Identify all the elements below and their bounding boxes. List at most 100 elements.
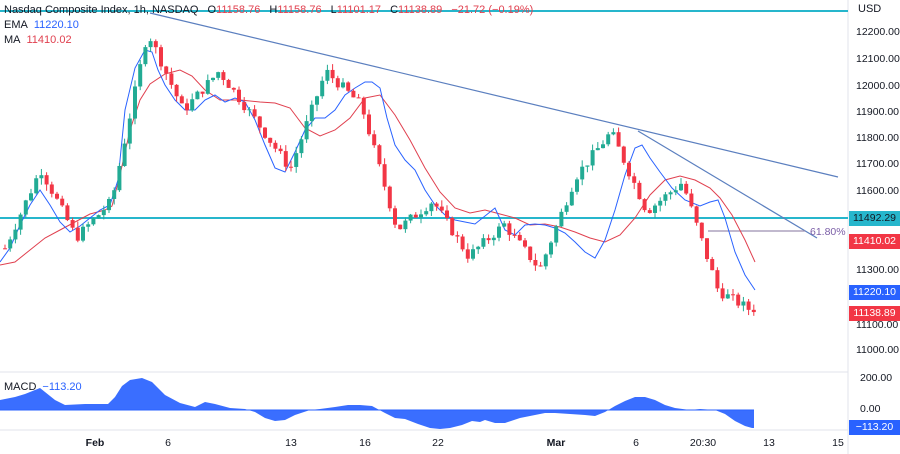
candle-up[interactable] bbox=[575, 179, 579, 192]
candle-down[interactable] bbox=[221, 72, 226, 80]
symbol-legend-row[interactable]: Nasdaq Composite Index, 1h, NASDAQ O1115… bbox=[4, 3, 533, 18]
candle-down[interactable] bbox=[55, 193, 59, 199]
candle-up[interactable] bbox=[653, 205, 657, 213]
candle-down[interactable] bbox=[361, 97, 366, 115]
candle-up[interactable] bbox=[127, 118, 132, 144]
candle-down[interactable] bbox=[226, 79, 231, 88]
candle-down[interactable] bbox=[393, 208, 397, 225]
candle-down[interactable] bbox=[65, 205, 70, 221]
candle-up[interactable] bbox=[408, 214, 413, 221]
candle-up[interactable] bbox=[143, 47, 148, 65]
candle-up[interactable] bbox=[481, 238, 486, 247]
candle-down[interactable] bbox=[174, 84, 179, 97]
candle-down[interactable] bbox=[705, 238, 709, 260]
candle-up[interactable] bbox=[564, 205, 569, 212]
candle-up[interactable] bbox=[117, 165, 122, 191]
upper-trendline[interactable] bbox=[149, 12, 839, 178]
candle-down[interactable] bbox=[517, 234, 522, 241]
candle-down[interactable] bbox=[460, 236, 465, 250]
candle-down[interactable] bbox=[372, 134, 377, 146]
candle-down[interactable] bbox=[289, 166, 293, 168]
candle-up[interactable] bbox=[211, 77, 215, 81]
candle-up[interactable] bbox=[247, 109, 252, 111]
candle-down[interactable] bbox=[694, 206, 699, 223]
candle-down[interactable] bbox=[44, 175, 49, 185]
candle-down[interactable] bbox=[278, 148, 283, 152]
candle-up[interactable] bbox=[580, 166, 585, 180]
candle-down[interactable] bbox=[49, 184, 54, 194]
candle-up[interactable] bbox=[663, 194, 668, 201]
candle-down[interactable] bbox=[647, 210, 652, 213]
candle-down[interactable] bbox=[179, 96, 184, 104]
candle-down[interactable] bbox=[382, 164, 387, 187]
candle-up[interactable] bbox=[190, 99, 195, 111]
candle-down[interactable] bbox=[439, 206, 444, 211]
candle-down[interactable] bbox=[486, 238, 491, 241]
candle-up[interactable] bbox=[315, 96, 319, 105]
candle-down[interactable] bbox=[465, 249, 470, 259]
candle-up[interactable] bbox=[122, 143, 127, 166]
candle-up[interactable] bbox=[673, 190, 678, 193]
candle-up[interactable] bbox=[502, 223, 507, 227]
candle-up[interactable] bbox=[101, 210, 106, 216]
candle-down[interactable] bbox=[283, 151, 288, 167]
candle-down[interactable] bbox=[169, 73, 174, 85]
candle-down[interactable] bbox=[689, 193, 694, 207]
candle-up[interactable] bbox=[309, 104, 314, 122]
candle-up[interactable] bbox=[424, 211, 429, 215]
candle-down[interactable] bbox=[434, 203, 439, 207]
candle-down[interactable] bbox=[699, 222, 704, 239]
candle-up[interactable] bbox=[476, 246, 481, 250]
candle-down[interactable] bbox=[637, 182, 642, 200]
level-price-tag[interactable]: 11492.29 bbox=[849, 211, 900, 226]
candle-down[interactable] bbox=[200, 91, 205, 94]
candle-down[interactable] bbox=[263, 127, 267, 138]
candle-up[interactable] bbox=[299, 139, 304, 154]
candle-down[interactable] bbox=[153, 41, 158, 48]
candle-up[interactable] bbox=[595, 148, 600, 151]
candle-down[interactable] bbox=[252, 109, 257, 117]
candle-down[interactable] bbox=[507, 223, 512, 235]
candle-up[interactable] bbox=[18, 214, 23, 230]
candle-up[interactable] bbox=[325, 69, 330, 81]
candle-up[interactable] bbox=[601, 144, 605, 149]
candle-down[interactable] bbox=[273, 142, 278, 149]
candle-down[interactable] bbox=[413, 214, 418, 218]
candle-up[interactable] bbox=[679, 183, 683, 191]
candle-up[interactable] bbox=[569, 191, 574, 206]
candle-up[interactable] bbox=[133, 86, 137, 119]
macd-histogram-area[interactable] bbox=[0, 378, 754, 429]
candlestick-series[interactable] bbox=[3, 38, 756, 316]
candle-down[interactable] bbox=[164, 66, 169, 74]
candle-down[interactable] bbox=[746, 301, 751, 310]
candle-up[interactable] bbox=[112, 190, 117, 199]
candle-up[interactable] bbox=[81, 226, 85, 241]
candle-down[interactable] bbox=[351, 90, 356, 98]
candle-up[interactable] bbox=[91, 218, 96, 225]
candle-down[interactable] bbox=[242, 102, 247, 111]
candle-up[interactable] bbox=[403, 220, 408, 230]
candle-down[interactable] bbox=[237, 89, 241, 103]
candle-up[interactable] bbox=[471, 249, 475, 259]
ma-price-tag[interactable]: 11410.02 bbox=[849, 234, 900, 249]
macd-value-tag[interactable]: −113.20 bbox=[849, 420, 900, 435]
ma-line[interactable] bbox=[0, 69, 756, 266]
candle-down[interactable] bbox=[60, 198, 65, 206]
candle-down[interactable] bbox=[367, 114, 371, 135]
candle-up[interactable] bbox=[611, 132, 616, 135]
candle-down[interactable] bbox=[731, 294, 735, 296]
candle-down[interactable] bbox=[710, 259, 715, 271]
candle-down[interactable] bbox=[356, 97, 361, 99]
candle-up[interactable] bbox=[8, 239, 13, 249]
candle-down[interactable] bbox=[538, 265, 543, 267]
currency-label[interactable]: USD bbox=[858, 3, 882, 15]
candle-down[interactable] bbox=[512, 234, 517, 236]
candle-up[interactable] bbox=[590, 150, 595, 166]
candle-down[interactable] bbox=[455, 235, 460, 237]
candle-up[interactable] bbox=[559, 211, 564, 227]
candle-up[interactable] bbox=[216, 72, 221, 78]
candle-down[interactable] bbox=[445, 210, 449, 218]
candle-up[interactable] bbox=[341, 82, 345, 88]
